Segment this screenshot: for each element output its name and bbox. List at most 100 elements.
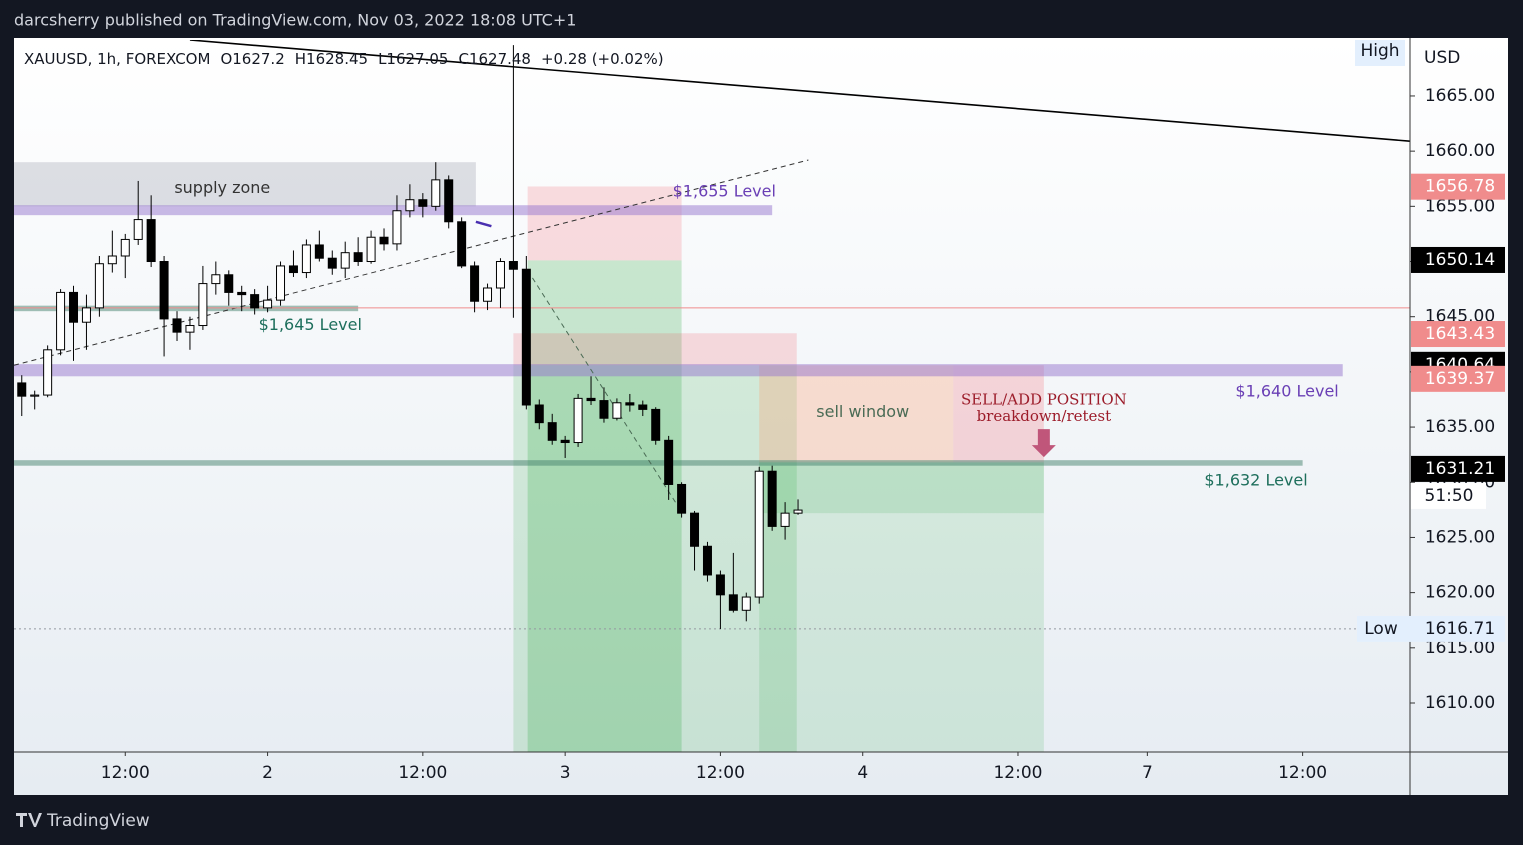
zone — [14, 205, 773, 216]
candle-body — [146, 219, 156, 263]
candle-body — [702, 545, 712, 576]
plot: supply zone $1,655 Level $1,645 Level $1,64… — [14, 40, 1410, 752]
zone — [527, 186, 682, 261]
zone — [14, 162, 476, 207]
candle-body — [767, 470, 777, 527]
annotation: breakdown/retest — [977, 407, 1112, 425]
zone — [759, 462, 1044, 514]
countdown: 51:50 — [1425, 486, 1474, 506]
candle-body — [366, 236, 376, 263]
candle-body — [754, 470, 764, 598]
candle-body — [17, 382, 27, 397]
candle-body — [276, 265, 286, 301]
legend-value: 1627.48 — [469, 50, 531, 68]
legend-prefix: H — [295, 50, 306, 68]
candle-body — [741, 596, 751, 611]
candle-body — [133, 219, 143, 240]
logo-mark — [16, 813, 42, 827]
candle-body — [56, 291, 66, 351]
axes: 1610.001615.001620.001625.001630.001635.… — [101, 86, 1505, 783]
price-label-box — [1411, 321, 1505, 348]
y-tick-label: 1665.00 — [1425, 86, 1495, 106]
currency: USD — [1424, 48, 1460, 68]
candle-body — [651, 408, 661, 441]
candle-body — [107, 255, 117, 265]
low-value: 1616.71 — [1425, 619, 1495, 639]
price-label: 1639.37 — [1425, 369, 1495, 389]
countdown-box — [1411, 482, 1486, 509]
price-label-box — [1411, 455, 1505, 482]
high-label: High — [1360, 41, 1399, 61]
brand: TradingView — [46, 811, 150, 831]
zone — [527, 260, 682, 752]
candle-body — [690, 512, 700, 547]
candle-body — [314, 244, 324, 259]
candle-body — [94, 263, 104, 309]
candle-body — [327, 257, 337, 269]
legend-prefix: L — [378, 50, 387, 68]
candle-body — [288, 265, 298, 274]
x-tick-label: 2 — [262, 763, 273, 783]
x-tick-label: 3 — [560, 763, 571, 783]
price-label-box — [1411, 246, 1505, 273]
low-label: Low — [1364, 619, 1398, 639]
candle-body — [547, 422, 557, 441]
zone — [14, 364, 1343, 377]
x-tick-label: 4 — [857, 763, 868, 783]
candle-body — [211, 274, 221, 285]
legend-symbol: XAUUSD, 1h, FOREXCOM — [24, 50, 210, 68]
candle-body — [405, 199, 415, 212]
candle-body — [159, 261, 169, 320]
candle-body — [612, 402, 622, 419]
x-tick-label: 12:00 — [696, 763, 745, 783]
x-tick-label: 12:00 — [398, 763, 447, 783]
drawing-line — [189, 40, 1410, 143]
x-tick-label: 12:00 — [101, 763, 150, 783]
candle-body — [353, 252, 363, 263]
candle-body — [664, 439, 674, 485]
candle-body — [224, 274, 234, 293]
y-tick-label: 1610.00 — [1425, 693, 1495, 713]
candle-body — [521, 268, 531, 406]
x-tick-label: 12:00 — [993, 763, 1042, 783]
candle-body — [431, 179, 441, 207]
price-label: 1631.21 — [1425, 459, 1495, 479]
candle-body — [638, 404, 648, 410]
candle-body — [69, 291, 79, 323]
candle-body — [625, 402, 635, 406]
price-label: 1656.78 — [1425, 177, 1495, 197]
low-box — [1357, 615, 1505, 642]
x-tick-label: 7 — [1142, 763, 1153, 783]
candle-body — [301, 244, 311, 274]
candle-body — [198, 283, 208, 327]
candle-body — [185, 325, 195, 333]
y-tick-label: 1635.00 — [1425, 417, 1495, 437]
candle-body — [379, 236, 389, 245]
annotation: supply zone — [174, 178, 270, 197]
candle-body — [534, 404, 544, 424]
annotation: sell window — [816, 402, 909, 421]
candle-body — [793, 509, 803, 514]
annotation: $1,645 Level — [259, 315, 362, 334]
annotation: SELL/ADD POSITION — [961, 391, 1127, 409]
legend-prefix: O — [220, 50, 232, 68]
price-label: 1643.43 — [1425, 324, 1495, 344]
candle-body — [43, 349, 53, 396]
candle-body — [237, 291, 247, 296]
candle-body — [263, 299, 273, 309]
candle-body — [172, 318, 182, 333]
zone — [513, 333, 797, 366]
candle-body — [560, 439, 570, 444]
y-tick-label: 1655.00 — [1425, 196, 1495, 216]
y-tick-label: 1615.00 — [1425, 638, 1495, 658]
legend-value: 1627.2 — [232, 50, 285, 68]
candle-body — [677, 483, 687, 514]
high-box — [1355, 40, 1405, 66]
zone — [953, 365, 1044, 463]
zone — [14, 305, 359, 312]
annotation: $1,632 Level — [1204, 471, 1307, 490]
legend-change: +0.28 (+0.02%) — [541, 50, 664, 68]
candle-body — [418, 199, 428, 207]
